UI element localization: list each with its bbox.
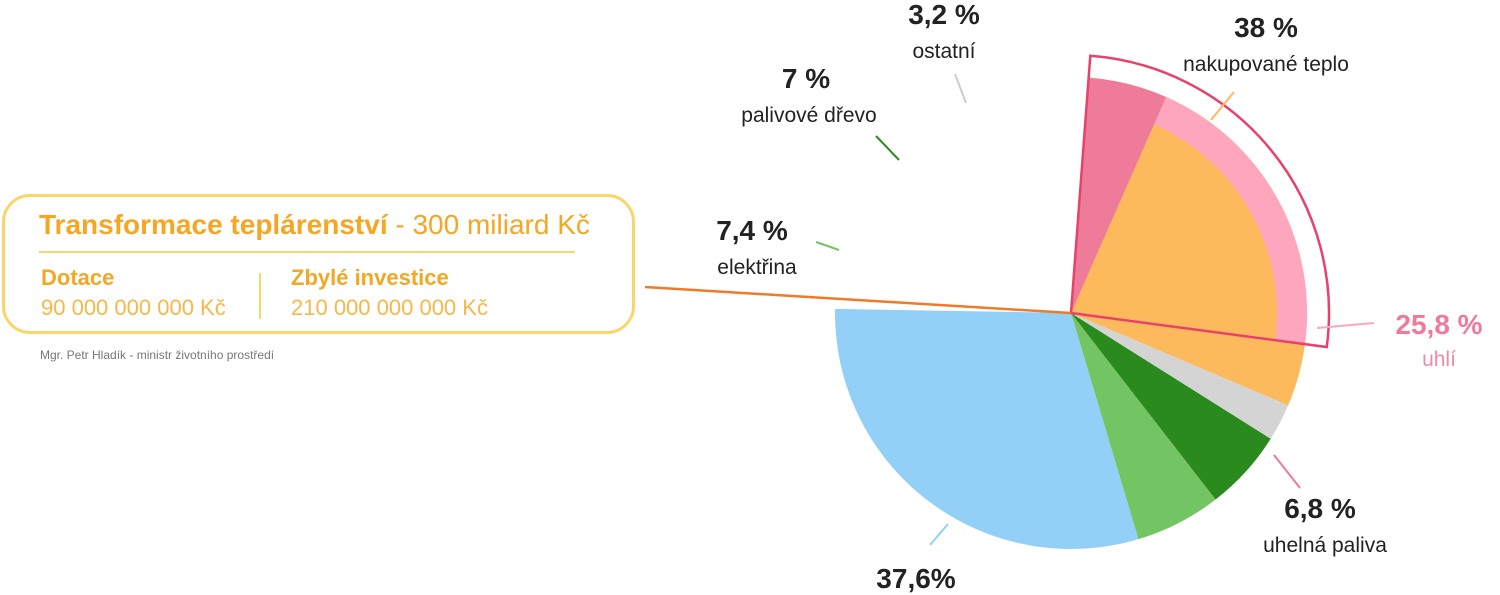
- info-connector-line: [644, 285, 1072, 315]
- subsidy-header: Dotace: [41, 265, 115, 290]
- slice-other-sources: [834, 308, 1139, 549]
- caption: Mgr. Petr Hladík - ministr životního pro…: [40, 348, 275, 362]
- slice-coal-fuels: [1071, 77, 1167, 313]
- info-title: Transformace teplárenství - 300 miliard …: [39, 209, 590, 241]
- pie-labels: 37,6% 7,4 % elektřina 7 % palivové dřevo 3,2 …: [716, 0, 1482, 594]
- info-title-amount: - 300 miliard Kč: [387, 209, 590, 240]
- subsidy-column: Dotace 90 000 000 000 Kč: [41, 265, 226, 321]
- leader-line: [1210, 91, 1235, 121]
- slice-other: [1071, 313, 1289, 439]
- subsidy-value: 90 000 000 000 Kč: [41, 295, 226, 320]
- slice-percentage-label: 6,8 %: [1284, 493, 1356, 524]
- remaining-investment-column: Zbylé investice 210 000 000 000 Kč: [291, 265, 488, 321]
- slice-percentage-label: 37,6%: [876, 563, 955, 594]
- slice-electricity: [1071, 313, 1216, 540]
- slice-percentage-label: 38 %: [1234, 12, 1298, 43]
- remaining-investment-header: Zbylé investice: [291, 265, 449, 290]
- slice-name-label: palivové dřevo: [741, 104, 876, 127]
- slice-name-label: elektřina: [717, 256, 797, 279]
- remaining-investment-value: 210 000 000 000 Kč: [291, 295, 488, 320]
- pie-overlays: [644, 54, 1331, 349]
- leader-line: [815, 241, 840, 251]
- leader-line: [875, 135, 900, 161]
- leader-line: [954, 73, 967, 104]
- slice-percentage-label: 7,4 %: [716, 215, 788, 246]
- info-column-separator: [259, 273, 261, 319]
- slice-firewood: [1071, 313, 1271, 500]
- leader-line: [1273, 454, 1301, 489]
- slice-name-label: uhelná paliva: [1263, 534, 1387, 557]
- info-title-main: Transformace teplárenství: [39, 209, 388, 240]
- slice-coal: [1153, 96, 1307, 345]
- investment-info-box: Transformace teplárenství - 300 miliard …: [2, 194, 635, 334]
- coal-highlight-outline: [1069, 54, 1331, 349]
- slice-name-label: nakupované teplo: [1183, 53, 1349, 76]
- slice-percentage-label: 7 %: [782, 63, 830, 94]
- leader-line: [929, 523, 949, 546]
- slice-name-label: ostatní: [912, 40, 975, 63]
- slice-percentage-label: 25,8 %: [1395, 309, 1482, 340]
- leader-line: [1316, 322, 1375, 329]
- slice-percentage-label: 3,2 %: [908, 0, 980, 30]
- slice-name-label: uhlí: [1422, 348, 1456, 371]
- info-divider: [39, 251, 575, 253]
